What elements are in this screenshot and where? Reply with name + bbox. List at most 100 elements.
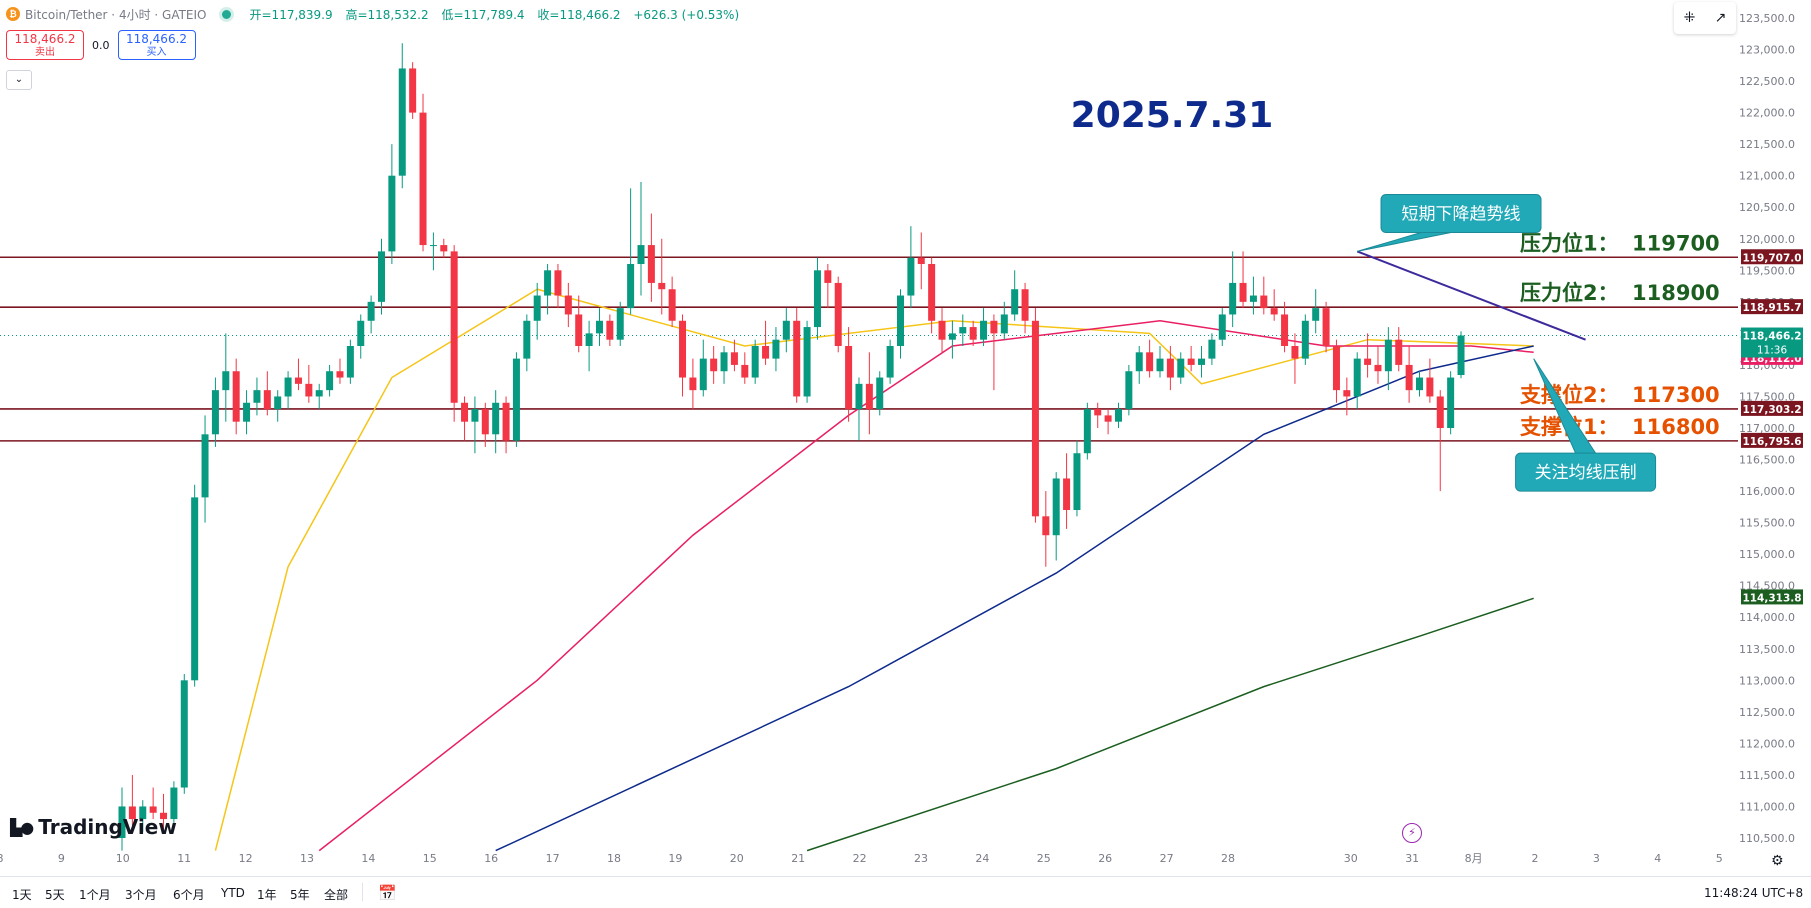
- candle: [813, 257, 821, 340]
- range-5d[interactable]: 5天: [45, 888, 65, 902]
- level-price-tag-bg: [1741, 299, 1803, 315]
- candle: [585, 320, 593, 372]
- level-label: 支撑位2： 117300: [1520, 383, 1720, 407]
- toolbar-divider: [362, 883, 363, 901]
- range-all[interactable]: 全部: [324, 888, 349, 902]
- symbol-title[interactable]: Bitcoin/Tether · 4小时 · GATEIO: [25, 7, 207, 22]
- candle: [1447, 371, 1455, 435]
- candle-body: [616, 308, 624, 340]
- candle: [1083, 402, 1091, 460]
- y-tick-label: 111,000.0: [1739, 800, 1795, 813]
- candle: [429, 232, 437, 271]
- candle-body: [1332, 346, 1340, 391]
- level-price-tag-bg: [1741, 400, 1803, 416]
- candle: [720, 346, 728, 384]
- buy-button[interactable]: 118,466.2 买入: [117, 30, 196, 60]
- lightning-icon[interactable]: ⚡: [1402, 823, 1422, 843]
- y-tick-label: 119,500.0: [1739, 264, 1795, 277]
- ohlc-values: 开=117,839.9 高=118,532.2 低=117,789.4 收=11…: [250, 6, 749, 23]
- price-tags: 119,707.0 118,915.7 117,303.2 116,795.6 118,…: [1741, 249, 1803, 605]
- candle: [855, 377, 863, 441]
- candle-body: [274, 396, 282, 410]
- candle-body: [533, 295, 541, 321]
- tradingview-logo[interactable]: ▙● TradingView: [10, 815, 177, 839]
- candle: [1281, 301, 1289, 353]
- candle: [1249, 276, 1257, 315]
- calendar-icon[interactable]: 📅: [378, 884, 397, 902]
- y-tick-label: 110,500.0: [1739, 832, 1795, 845]
- candle: [606, 314, 614, 346]
- candle: [1073, 440, 1081, 517]
- candle: [990, 314, 998, 391]
- candle: [554, 264, 562, 309]
- candle-body: [461, 402, 469, 422]
- candle: [315, 383, 323, 410]
- candle-body: [512, 358, 520, 441]
- candle-body: [606, 320, 614, 340]
- candle-body: [1384, 339, 1392, 372]
- range-3m[interactable]: 3个月: [125, 888, 157, 902]
- range-1d[interactable]: 1天: [12, 888, 32, 902]
- current-price-tag-text: 118,466.2: [1742, 331, 1801, 343]
- x-tick-label: 3: [1593, 852, 1600, 865]
- candle-body: [326, 371, 334, 391]
- level-label-name: 压力位2：: [1520, 281, 1619, 305]
- candle: [253, 377, 261, 416]
- candle-body: [1353, 358, 1361, 397]
- candle: [668, 276, 676, 328]
- candle-body: [668, 289, 676, 321]
- range-1m[interactable]: 1个月: [79, 888, 111, 902]
- level-label-value: 117300: [1632, 383, 1720, 407]
- gear-icon[interactable]: ⚙: [1771, 853, 1784, 869]
- callout-text: 短期下降趋势线: [1402, 205, 1521, 225]
- candle-body: [1083, 409, 1091, 454]
- candle: [1364, 333, 1372, 378]
- candle-body: [554, 270, 562, 296]
- candle-body: [440, 245, 448, 252]
- candle-body: [1052, 478, 1060, 536]
- candle-body: [118, 806, 126, 838]
- price-chart[interactable]: 123,500.0 123,000.0 122,500.0 122,000.0 121,…: [0, 0, 1811, 876]
- candle-body: [419, 112, 427, 246]
- candle-body: [762, 346, 770, 359]
- level-price-tag: 117,303.2: [1741, 400, 1803, 416]
- candle-body: [1094, 409, 1102, 416]
- candle: [1260, 276, 1268, 315]
- range-ytd[interactable]: YTD: [221, 886, 245, 900]
- range-1y[interactable]: 1年: [257, 888, 277, 902]
- range-5y[interactable]: 5年: [290, 888, 310, 902]
- current-price-tag: 118,466.2 11:36: [1741, 327, 1803, 358]
- clock[interactable]: 11:48:24 UTC+8: [1704, 886, 1804, 900]
- candle-body: [751, 346, 759, 378]
- candle-body: [1249, 295, 1257, 302]
- crosshair-icon: ⁜: [1683, 10, 1696, 26]
- x-tick-label: 20: [730, 852, 744, 865]
- range-6m[interactable]: 6个月: [173, 888, 205, 902]
- candle: [1436, 390, 1444, 492]
- drawing-tools-button[interactable]: ⁜ ↗: [1674, 2, 1736, 34]
- candle-body: [1021, 289, 1029, 321]
- candle: [180, 674, 188, 794]
- candle-body: [346, 346, 354, 378]
- candle-body: [689, 377, 697, 391]
- candle-body: [1156, 358, 1164, 372]
- chart-icon: ↗: [1714, 10, 1727, 26]
- candle: [793, 308, 801, 403]
- candle-body: [1198, 358, 1206, 365]
- sell-button[interactable]: 118,466.2 卖出: [6, 30, 84, 60]
- candle-body: [1177, 358, 1185, 378]
- candle-body: [1312, 308, 1320, 321]
- level-price-tag-text: 119,707.0: [1742, 252, 1801, 264]
- x-tick-label: 9: [58, 852, 65, 865]
- y-tick-label: 112,500.0: [1739, 706, 1795, 719]
- y-tick-label: 121,500.0: [1739, 138, 1795, 151]
- collapse-indicators-button[interactable]: ⌄: [6, 70, 32, 90]
- candle-body: [679, 320, 687, 378]
- level-label-name: 支撑位2：: [1520, 383, 1619, 407]
- candle-body: [1364, 358, 1372, 365]
- candle-body: [1104, 415, 1112, 422]
- candle: [139, 800, 147, 832]
- candle: [1031, 308, 1039, 523]
- x-tick-label: 21: [791, 852, 805, 865]
- candle-body: [284, 377, 292, 397]
